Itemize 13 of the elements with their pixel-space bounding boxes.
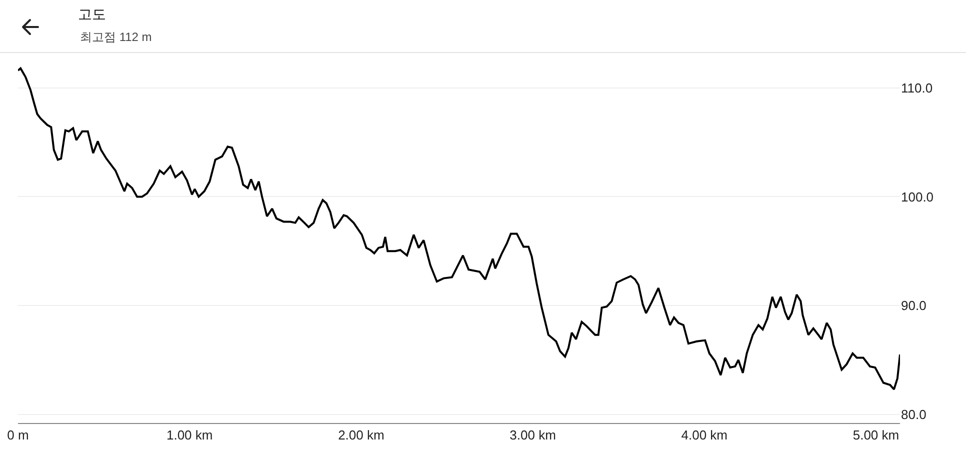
x-tick-label: 4.00 km <box>681 428 728 443</box>
y-tick-label: 110.0 <box>901 80 933 96</box>
x-tick-label: 2.00 km <box>338 428 384 443</box>
x-tick-label: 5.00 km <box>852 428 900 443</box>
y-tick-label: 100.0 <box>901 189 934 204</box>
y-tick-label: 90.0 <box>901 298 926 314</box>
x-tick-label: 0 m <box>7 428 29 443</box>
x-tick-label: 1.00 km <box>166 428 213 443</box>
chart-subtitle: 최고점 112 m <box>80 30 152 44</box>
x-tick-label: 3.00 km <box>510 428 556 443</box>
chart-title: 고도 <box>78 6 106 22</box>
y-tick-label: 80.0 <box>901 406 926 422</box>
line-series <box>18 67 900 390</box>
